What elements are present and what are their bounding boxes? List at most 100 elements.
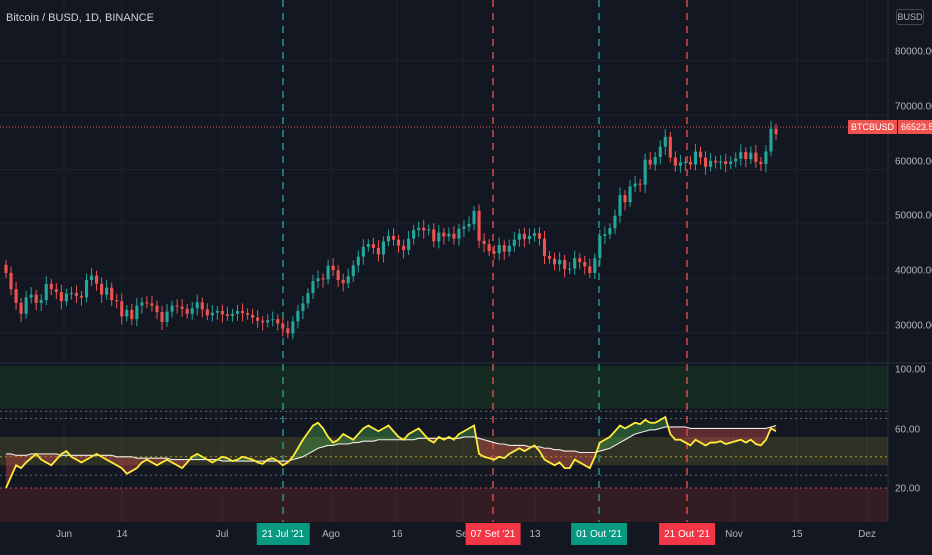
candle-body — [261, 320, 265, 323]
candle-body — [618, 195, 622, 216]
price-tag-symbol: BTCBUSD — [848, 120, 898, 134]
candle-body — [578, 258, 582, 263]
candle-body — [769, 128, 773, 152]
candle-body — [462, 226, 466, 229]
candle-body — [663, 136, 667, 147]
candle-body — [39, 300, 43, 303]
candle-body — [331, 265, 335, 271]
candle-body — [160, 312, 164, 322]
oscillator-fill — [564, 451, 570, 469]
oscillator-fill — [544, 448, 550, 463]
candle-body — [326, 265, 330, 280]
candle-body — [517, 233, 521, 240]
candle-body — [69, 293, 73, 295]
oscillator-fill — [569, 451, 575, 469]
oscillator-fill — [11, 453, 17, 477]
last-price-tag: BTCBUSD 66523.55 — [848, 120, 932, 134]
x-tick-label: Set — [455, 529, 471, 540]
candle-body — [19, 302, 23, 314]
oscillator-fill — [373, 428, 379, 442]
oscillator-fill — [358, 428, 364, 443]
oscillator-fill — [715, 428, 721, 443]
x-tick-label: Ago — [322, 529, 340, 540]
candle-body — [306, 293, 310, 304]
y-tick-label: 40000.00 — [895, 265, 932, 277]
candle-body — [54, 289, 58, 292]
candle-body — [376, 247, 380, 255]
candle-body — [9, 272, 13, 290]
x-tick-label: Nov — [725, 529, 743, 540]
candle-body — [100, 283, 104, 295]
oscillator-slow-line — [6, 425, 777, 462]
y-tick-label: 50000.00 — [895, 210, 932, 222]
candle-body — [135, 305, 139, 320]
oscillator-fill — [21, 455, 27, 469]
candle-body — [120, 301, 124, 317]
symbol-title[interactable]: Bitcoin / BUSD, 1D, BINANCE — [6, 12, 154, 24]
candle-body — [472, 210, 476, 224]
candle-body — [346, 276, 350, 284]
candle-body — [688, 161, 693, 165]
candle-body — [487, 244, 491, 252]
oscillator-fill — [579, 452, 585, 466]
oscillator-fill — [307, 425, 313, 454]
candle-body — [276, 319, 280, 324]
oscillator-fill — [740, 428, 746, 443]
candle-body — [774, 128, 778, 135]
candle-body — [673, 157, 677, 166]
oscillator-fill — [51, 453, 57, 466]
currency-badge[interactable]: BUSD — [896, 9, 924, 25]
candle-body — [749, 152, 753, 160]
price-tag-value: 66523.55 — [898, 120, 932, 134]
oscillator-fill — [262, 459, 268, 464]
candle-body — [658, 146, 662, 157]
oscillator-fill — [680, 426, 686, 443]
candle-body — [14, 289, 18, 303]
candle-body — [291, 321, 295, 334]
candle-body — [29, 294, 33, 298]
candle-body — [492, 251, 496, 254]
candle-body — [351, 265, 355, 277]
oscillator-fill — [710, 428, 716, 443]
oscillator-fill — [76, 455, 82, 463]
candle-body — [542, 238, 547, 257]
oscillator-fill — [16, 455, 22, 469]
candle-body — [190, 308, 194, 314]
candle-body — [246, 313, 250, 315]
candle-body — [74, 293, 79, 296]
candle-body — [522, 233, 526, 240]
candle-body — [497, 245, 501, 254]
candle-body — [568, 268, 572, 270]
marker-date-sell-1: 07 Set '21 — [465, 523, 521, 545]
oscillator-fill — [705, 428, 711, 446]
oscillator-fill — [131, 456, 137, 471]
candle-body — [64, 293, 68, 302]
candle-body — [341, 279, 345, 284]
osc-tick-label: 20.00 — [895, 483, 921, 495]
oscillator-fill — [479, 438, 485, 457]
candle-body — [422, 227, 426, 231]
candle-body — [271, 319, 275, 321]
overbought-zone — [0, 366, 888, 409]
oscillator-fill — [755, 428, 761, 446]
oscillator-fill — [494, 442, 500, 460]
candle-body — [608, 228, 612, 235]
oscillator-fill — [368, 425, 374, 442]
candle-body — [452, 233, 456, 239]
candle-body — [311, 281, 315, 294]
oscillator-fill — [348, 436, 354, 444]
candle-body — [703, 157, 708, 167]
candle-body — [698, 151, 703, 158]
oscillator-fill — [619, 425, 626, 443]
candle-body — [140, 302, 144, 306]
candle-body — [537, 233, 542, 239]
candle-body — [427, 229, 431, 231]
candle-body — [724, 161, 728, 165]
candle-body — [593, 258, 597, 273]
candle-body — [754, 152, 758, 162]
oscillator-fill — [685, 426, 691, 446]
candle-body — [457, 228, 461, 239]
oscillator-fill — [297, 439, 303, 459]
